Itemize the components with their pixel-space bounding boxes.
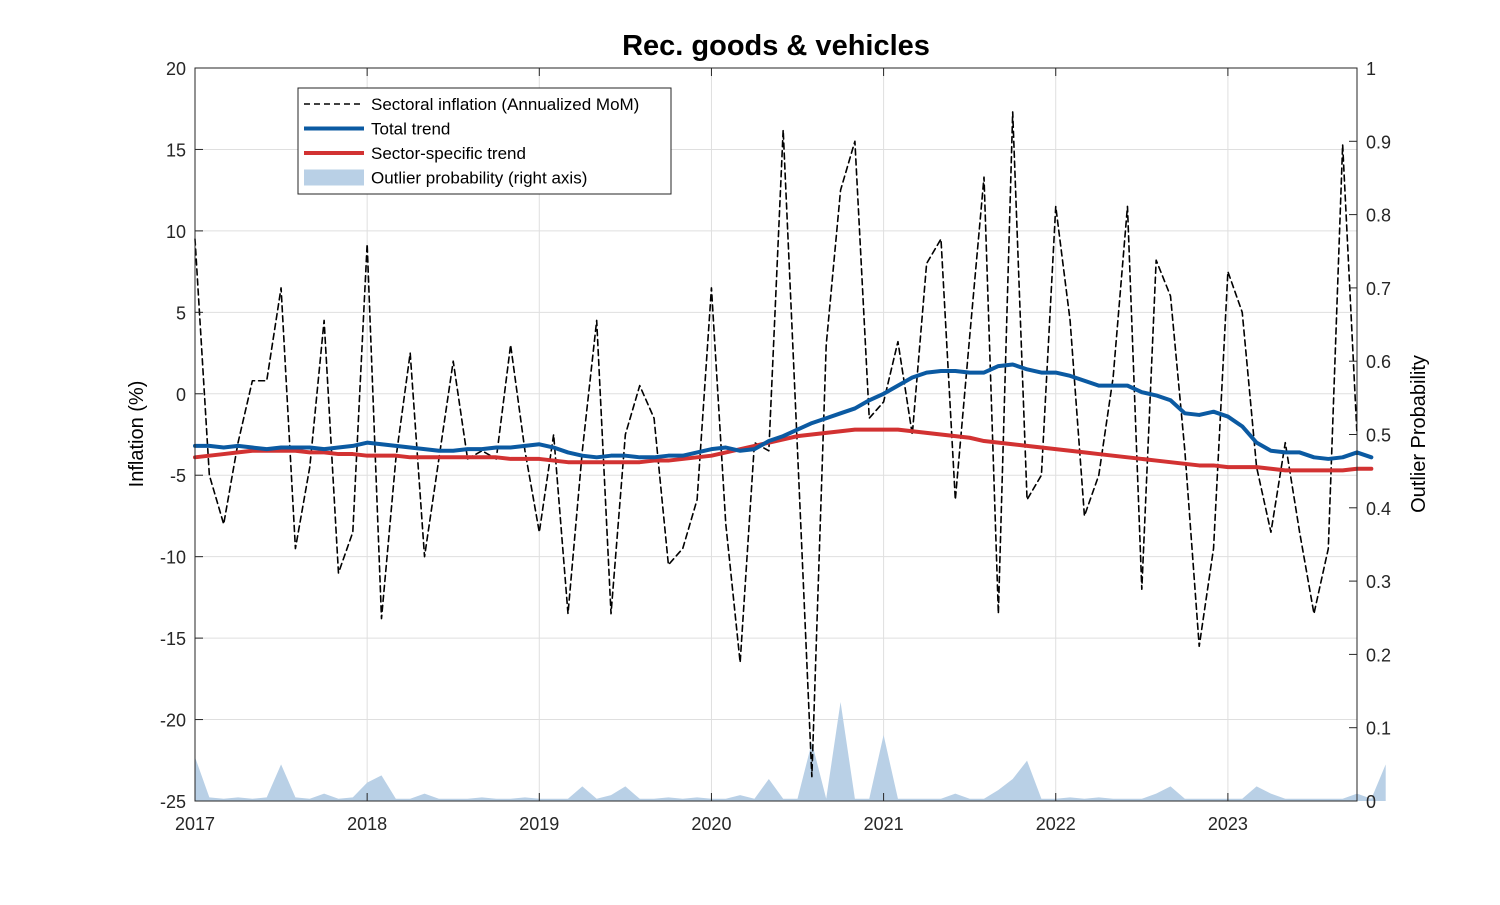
y2-axis-label: Outlier Probability xyxy=(1408,355,1430,513)
axis-layer: 2017 2018 2019 2020 2021 2022 2023 -25 -20 -15 -10… xyxy=(160,59,1391,834)
y-tick-label: 10 xyxy=(166,222,186,242)
y2-tick-label: 0.6 xyxy=(1366,352,1391,372)
y2-tick-label: 0.7 xyxy=(1366,279,1391,299)
y2-tick-label: 0.3 xyxy=(1366,572,1391,592)
legend-label-outlier: Outlier probability (right axis) xyxy=(371,169,587,188)
y2-tick-label: 0.9 xyxy=(1366,132,1391,152)
y2-tick-label: 0.5 xyxy=(1366,426,1391,446)
chart-title: Rec. goods & vehicles xyxy=(622,30,930,62)
x-tick-label: 2021 xyxy=(864,814,904,834)
y2-tick-label: 1 xyxy=(1366,59,1376,79)
series-total-line xyxy=(193,362,1374,461)
legend-label-total: Total trend xyxy=(371,120,450,139)
y-tick-label: -10 xyxy=(160,548,186,568)
series-sector-line xyxy=(193,427,1374,473)
legend: Sectoral inflation (Annualized MoM) Total… xyxy=(297,87,672,195)
y2-tick-label: 0.1 xyxy=(1366,719,1391,739)
y-tick-label: 5 xyxy=(176,303,186,323)
y-tick-label: 0 xyxy=(176,385,186,405)
y-tick-label: 15 xyxy=(166,140,186,160)
x-tick-label: 2018 xyxy=(347,814,387,834)
series-sectoral-line xyxy=(194,111,1358,778)
y-tick-label: -5 xyxy=(170,466,186,486)
x-tick-label: 2022 xyxy=(1036,814,1076,834)
y2-tick-label: 0.4 xyxy=(1366,499,1391,519)
y2-tick-label: 0 xyxy=(1366,792,1376,812)
y-tick-label: -25 xyxy=(160,792,186,812)
legend-label-sector: Sector-specific trend xyxy=(371,144,526,163)
legend-label-sectoral: Sectoral inflation (Annualized MoM) xyxy=(371,95,639,114)
y-tick-label: -15 xyxy=(160,629,186,649)
x-tick-label: 2020 xyxy=(691,814,731,834)
y-tick-label: -20 xyxy=(160,711,186,731)
x-tick-label: 2019 xyxy=(519,814,559,834)
series-line-layer xyxy=(193,111,1374,778)
y-axis-label: Inflation (%) xyxy=(126,381,148,488)
x-tick-label: 2023 xyxy=(1208,814,1248,834)
x-tick-label: 2017 xyxy=(175,814,215,834)
y-tick-label: 20 xyxy=(166,59,186,79)
y2-tick-label: 0.8 xyxy=(1366,206,1391,226)
legend-swatch-outlier xyxy=(304,169,364,186)
y2-tick-label: 0.2 xyxy=(1366,645,1391,665)
